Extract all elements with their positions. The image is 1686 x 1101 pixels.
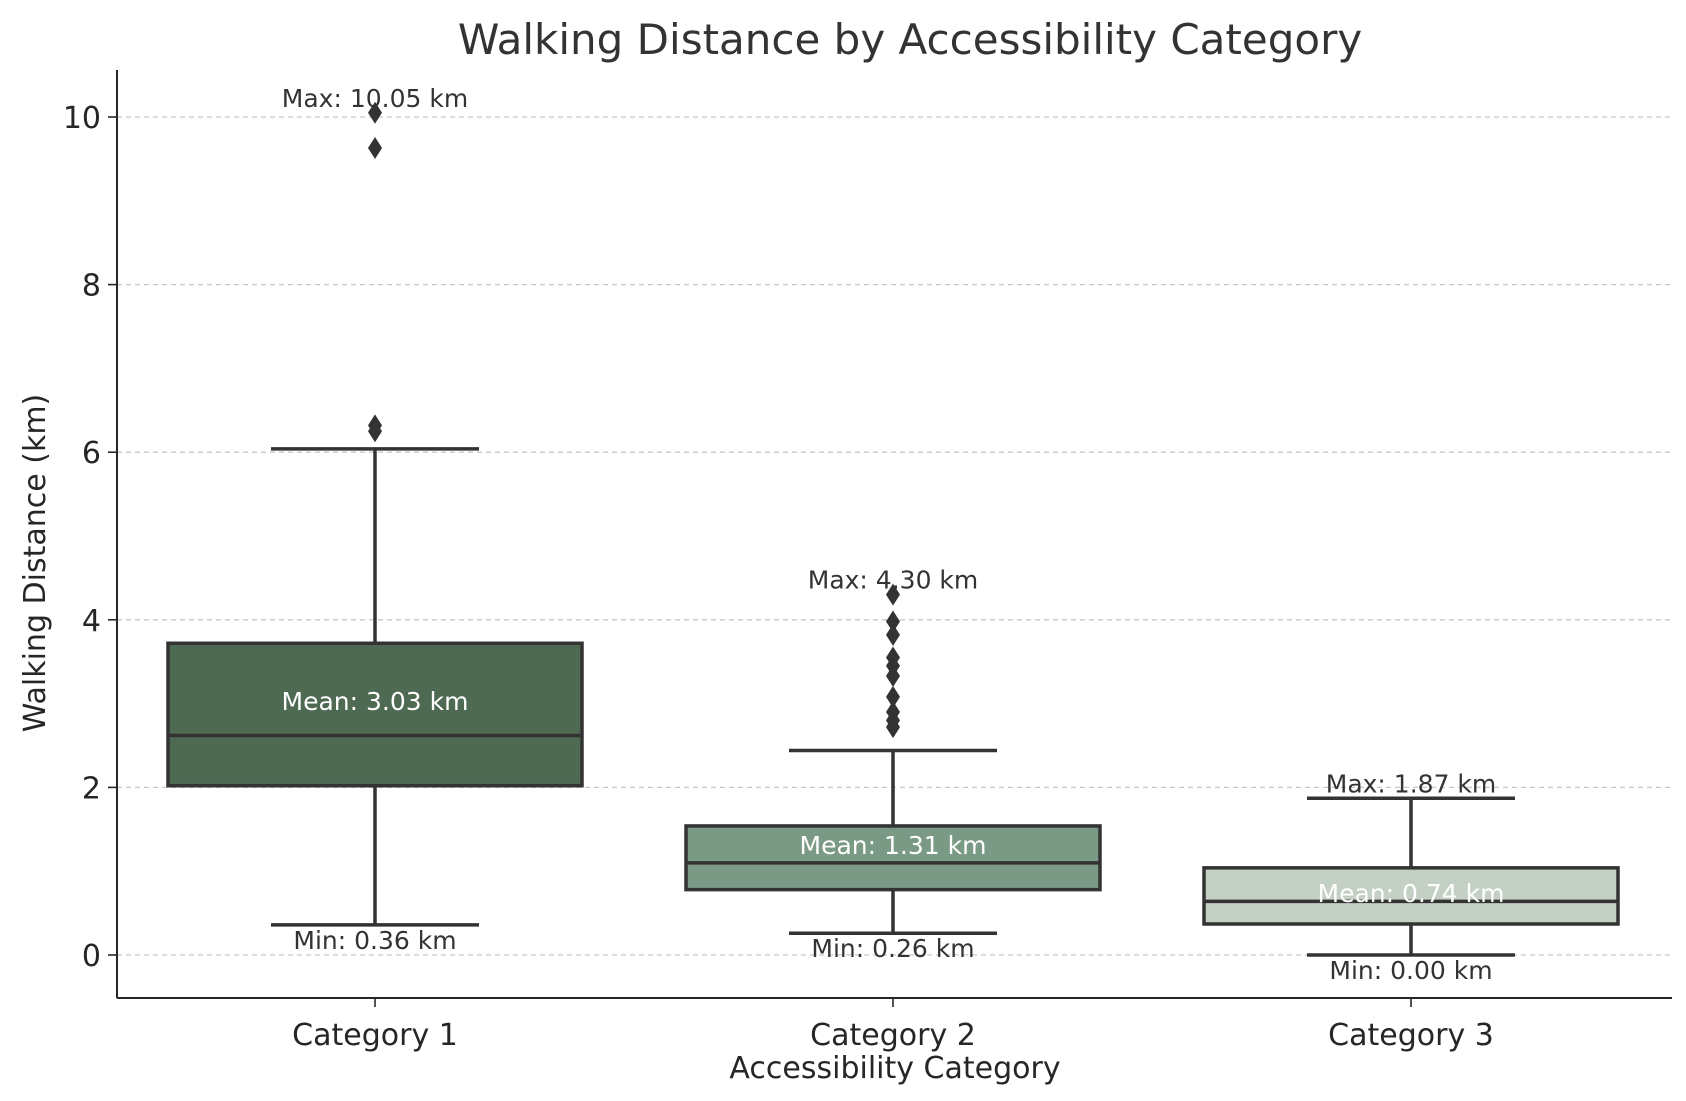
min-annotation: Min: 0.00 km [1329, 956, 1492, 985]
box-body [1202, 866, 1620, 926]
chart-title: Walking Distance by Accessibility Catego… [458, 15, 1362, 64]
outlier-point [886, 623, 900, 646]
y-tick-label: 4 [82, 604, 101, 639]
max-annotation: Max: 1.87 km [1326, 769, 1497, 798]
x-axis-label: Accessibility Category [729, 1051, 1060, 1086]
mean-annotation: Mean: 0.74 km [1318, 879, 1505, 908]
box-layer [166, 447, 1620, 957]
outlier-point [368, 414, 382, 437]
max-annotation: Max: 4.30 km [808, 566, 979, 595]
box-body [166, 641, 584, 788]
y-axis-label: Walking Distance (km) [18, 394, 53, 732]
outlier-point [368, 101, 382, 124]
outlier-point [368, 137, 382, 160]
outlier-point [886, 700, 900, 723]
y-tick-label: 0 [82, 939, 101, 974]
annotation-layer: Mean: 3.03 km Max: 10.05 km Min: 0.36 km Me… [282, 84, 1505, 985]
outlier-point [886, 646, 900, 669]
outlier-layer [368, 101, 900, 739]
y-tick-label: 6 [82, 436, 101, 471]
max-annotation: Max: 10.05 km [282, 84, 468, 113]
x-tick-label: Category 2 [810, 1018, 976, 1053]
axes: 0 2 4 6 8 10 Category 1 Category 2 Category 3 [63, 70, 1672, 1053]
outlier-point [886, 583, 900, 606]
y-tick-label: 2 [82, 771, 101, 806]
outlier-point [886, 610, 900, 633]
outlier-point [886, 685, 900, 708]
min-annotation: Min: 0.26 km [811, 934, 974, 963]
x-tick-label: Category 3 [1328, 1018, 1494, 1053]
x-tick-label: Category 1 [292, 1018, 458, 1053]
box-body [684, 824, 1102, 892]
mean-annotation: Mean: 1.31 km [800, 831, 987, 860]
mean-annotation: Mean: 3.03 km [282, 687, 469, 716]
y-tick-label: 10 [63, 101, 101, 136]
y-tick-label: 8 [82, 269, 101, 304]
min-annotation: Min: 0.36 km [293, 926, 456, 955]
